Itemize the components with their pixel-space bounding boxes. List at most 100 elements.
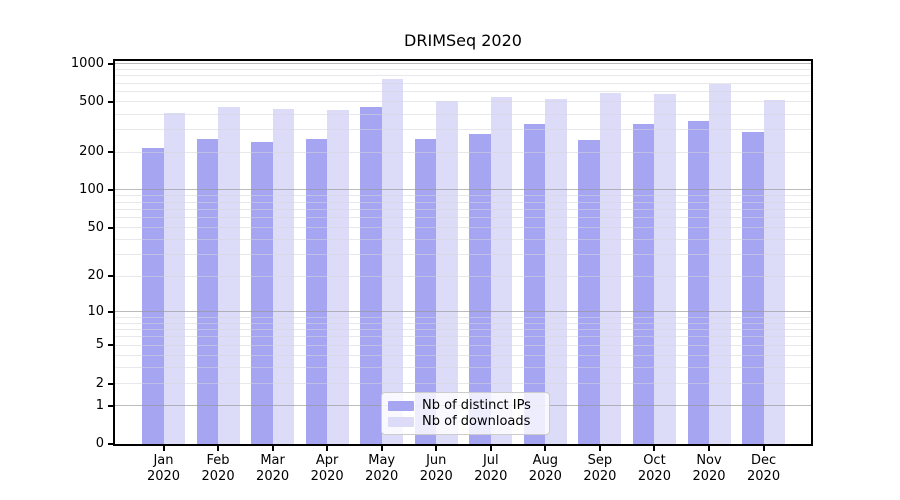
- y-tick-label-10: 10: [87, 303, 104, 319]
- bar-downloads-sep: [599, 93, 622, 444]
- x-tick-label-nov: Nov 2020: [677, 453, 741, 485]
- bar-downloads-dec: [763, 99, 786, 444]
- x-tick-label-sep: Sep 2020: [568, 453, 632, 485]
- x-tick-month-may: May: [368, 453, 396, 468]
- bar-downloads-may: [381, 78, 404, 444]
- bar-distinct-ips-dec: [742, 131, 764, 444]
- x-tick-mark-sep: [598, 446, 601, 451]
- y-tick-label-500: 500: [79, 93, 104, 109]
- x-tick-label-mar: Mar 2020: [241, 453, 305, 485]
- bar-distinct-ips-feb: [196, 138, 219, 444]
- bar-downloads-aug: [545, 98, 567, 444]
- y-tick-mark-500: [108, 100, 113, 103]
- minor-gridline-600: [115, 91, 811, 93]
- x-tick-year-sep: 2020: [583, 469, 617, 484]
- x-tick-label-oct: Oct 2020: [622, 453, 686, 485]
- x-tick-mark-oct: [653, 446, 656, 451]
- x-tick-year-apr: 2020: [310, 469, 344, 484]
- x-tick-label-jan: Jan 2020: [132, 453, 196, 485]
- legend-entry-distinct-ips: Nb of distinct IPs: [388, 399, 541, 413]
- x-tick-year-jan: 2020: [146, 469, 181, 484]
- x-tick-mark-feb: [217, 446, 220, 451]
- y-tick-label-1: 1: [95, 397, 104, 413]
- bar-distinct-ips-may: [360, 107, 382, 444]
- x-tick-mark-mar: [271, 446, 274, 451]
- x-tick-year-oct: 2020: [637, 469, 671, 484]
- bar-distinct-ips-apr: [305, 139, 328, 444]
- x-tick-year-may: 2020: [365, 469, 399, 484]
- y-tick-label-2: 2: [95, 375, 104, 391]
- chart-title: DRIMSeq 2020: [404, 31, 522, 50]
- legend-swatch-distinct-ips: [388, 401, 414, 411]
- x-tick-month-aug: Aug: [532, 453, 559, 468]
- x-tick-month-sep: Sep: [587, 453, 613, 468]
- bar-downloads-feb: [218, 106, 240, 444]
- y-tick-mark-50: [108, 226, 113, 229]
- x-tick-mark-dec: [762, 446, 765, 451]
- y-tick-label-1000: 1000: [70, 55, 104, 71]
- y-tick-label-50: 50: [87, 219, 104, 235]
- x-tick-year-mar: 2020: [256, 469, 290, 484]
- x-tick-mark-jul: [489, 446, 492, 451]
- x-tick-label-jun: Jun 2020: [404, 453, 468, 485]
- legend-swatch-downloads: [388, 417, 414, 427]
- bar-downloads-jul: [490, 97, 513, 444]
- x-tick-label-apr: Apr 2020: [295, 453, 359, 485]
- y-tick-mark-20: [108, 275, 113, 278]
- bar-distinct-ips-aug: [523, 124, 546, 444]
- bar-distinct-ips-sep: [578, 139, 600, 444]
- x-tick-year-dec: 2020: [747, 469, 781, 484]
- bar-distinct-ips-nov: [687, 121, 709, 444]
- bar-downloads-nov: [709, 83, 731, 444]
- legend-entry-downloads: Nb of downloads: [388, 415, 541, 429]
- x-tick-label-aug: Aug 2020: [513, 453, 577, 485]
- y-tick-label-5: 5: [95, 337, 104, 353]
- x-tick-month-jan: Jan: [153, 453, 174, 468]
- minor-gridline-900: [115, 68, 811, 70]
- plot-area: [113, 59, 813, 446]
- y-tick-mark-2: [108, 382, 113, 385]
- legend-label-downloads: Nb of downloads: [422, 414, 531, 429]
- y-tick-mark-5: [108, 344, 113, 347]
- x-tick-year-jun: 2020: [419, 469, 453, 484]
- x-tick-month-jun: Jun: [426, 453, 447, 468]
- y-tick-label-0: 0: [95, 436, 104, 451]
- x-tick-mark-nov: [708, 446, 710, 451]
- x-tick-mark-aug: [544, 446, 547, 451]
- y-tick-mark-1000: [108, 62, 113, 65]
- x-tick-month-oct: Oct: [643, 453, 666, 468]
- y-tick-mark-200: [108, 151, 113, 154]
- x-tick-year-aug: 2020: [528, 469, 562, 484]
- minor-gridline-800: [115, 75, 811, 77]
- minor-gridline-700: [115, 82, 811, 84]
- x-tick-label-dec: Dec 2020: [732, 453, 796, 485]
- y-tick-mark-10: [108, 310, 113, 313]
- x-tick-mark-apr: [326, 446, 329, 451]
- x-tick-month-apr: Apr: [315, 453, 339, 468]
- bar-downloads-jun: [436, 101, 458, 444]
- x-tick-label-feb: Feb 2020: [186, 453, 250, 485]
- legend-label-distinct-ips: Nb of distinct IPs: [422, 398, 531, 413]
- bar-distinct-ips-jan: [142, 147, 164, 444]
- x-tick-mark-jun: [435, 446, 438, 451]
- x-tick-year-feb: 2020: [201, 469, 235, 484]
- y-tick-label-20: 20: [87, 268, 104, 284]
- x-tick-year-jul: 2020: [474, 469, 508, 484]
- bar-distinct-ips-mar: [251, 141, 273, 444]
- x-tick-month-feb: Feb: [206, 453, 230, 468]
- x-tick-month-jul: Jul: [482, 453, 499, 468]
- x-tick-mark-jan: [162, 446, 165, 451]
- bar-distinct-ips-jul: [469, 133, 491, 444]
- x-tick-mark-may: [380, 446, 383, 451]
- bar-downloads-apr: [327, 109, 349, 444]
- minor-gridline-500: [115, 101, 811, 103]
- x-tick-month-mar: Mar: [260, 453, 285, 468]
- x-tick-month-nov: Nov: [696, 453, 722, 468]
- legend: Nb of distinct IPs Nb of downloads: [381, 392, 550, 435]
- major-gridline-1000: [115, 63, 811, 65]
- y-tick-label-100: 100: [79, 181, 104, 197]
- y-tick-mark-100: [108, 188, 113, 191]
- bar-distinct-ips-oct: [632, 123, 655, 444]
- y-tick-mark-1: [108, 404, 113, 407]
